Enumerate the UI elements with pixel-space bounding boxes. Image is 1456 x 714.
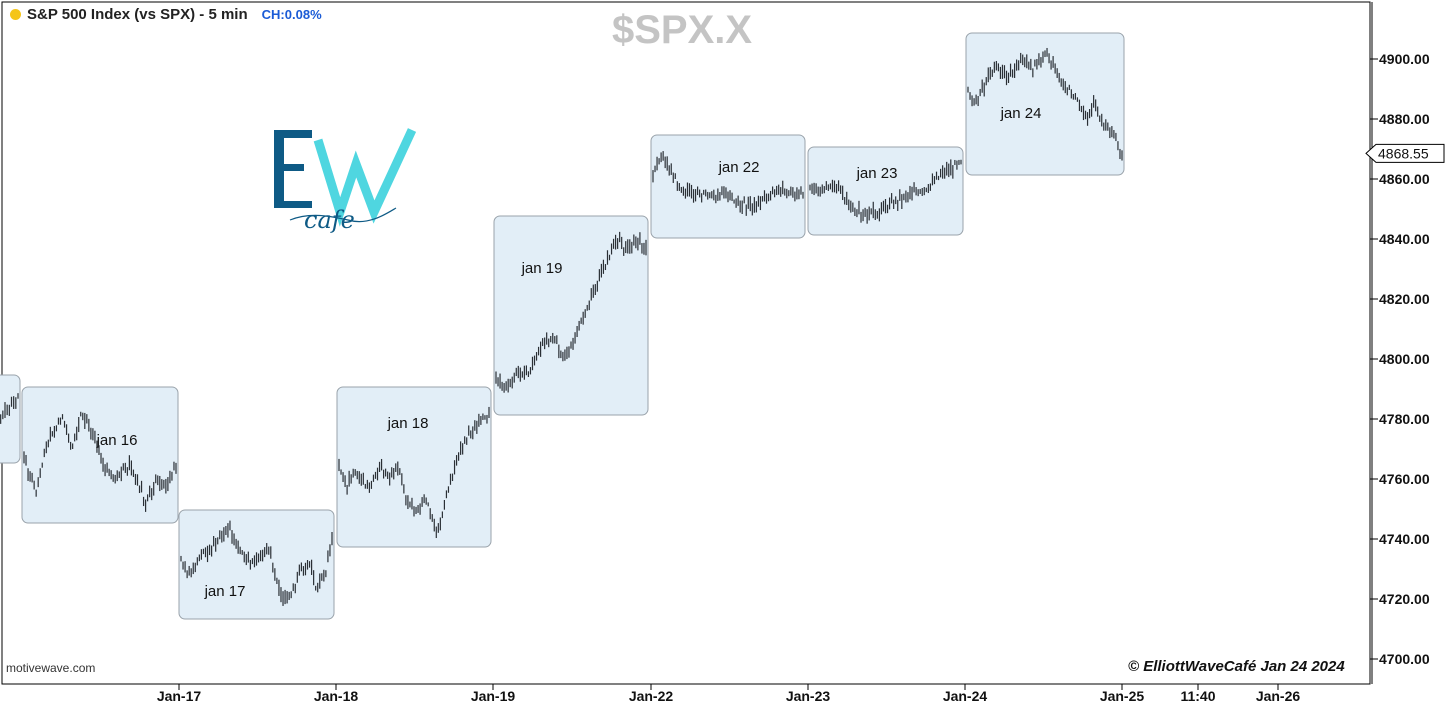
change-readout: CH:0.08% bbox=[261, 7, 322, 22]
y-tick-label: 4800.00 bbox=[1379, 351, 1430, 367]
y-tick-label: 4740.00 bbox=[1379, 531, 1430, 547]
y-tick-label: 4880.00 bbox=[1379, 111, 1430, 127]
session-box bbox=[493, 215, 649, 416]
last-price-marker bbox=[1365, 143, 1445, 163]
y-tick-label: 4860.00 bbox=[1379, 171, 1430, 187]
x-tick-label: 11:40 bbox=[1180, 688, 1215, 704]
x-tick-label: Jan-23 bbox=[786, 688, 831, 704]
y-tick-label: 4720.00 bbox=[1379, 591, 1430, 607]
session-box bbox=[0, 374, 21, 464]
x-tick-label: Jan-25 bbox=[1100, 688, 1145, 704]
chart-header: S&P 500 Index (vs SPX) - 5 min CH:0.08% bbox=[10, 6, 322, 23]
session-label: jan 16 bbox=[96, 432, 138, 449]
symbol-watermark: $SPX.X bbox=[612, 8, 753, 52]
last-price-label: 4868.55 bbox=[1378, 145, 1429, 161]
session-box bbox=[21, 386, 179, 524]
session-label: jan 17 bbox=[204, 583, 246, 600]
x-tick-label: Jan-24 bbox=[943, 688, 988, 704]
x-tick-label: Jan-17 bbox=[157, 688, 202, 704]
x-tick-label: Jan-18 bbox=[314, 688, 359, 704]
chart-title: S&P 500 Index (vs SPX) - 5 min bbox=[27, 6, 248, 23]
x-tick-label: Jan-26 bbox=[1256, 688, 1301, 704]
session-label: jan 23 bbox=[856, 165, 898, 182]
y-tick-label: 4700.00 bbox=[1379, 651, 1430, 667]
session-box bbox=[965, 32, 1125, 176]
x-tick-label: Jan-22 bbox=[629, 688, 674, 704]
y-tick-label: 4840.00 bbox=[1379, 231, 1430, 247]
status-dot-icon bbox=[10, 9, 21, 20]
copyright-label: © ElliottWaveCafé Jan 24 2024 bbox=[1128, 658, 1345, 675]
session-box bbox=[650, 134, 806, 239]
session-label: jan 24 bbox=[1000, 105, 1042, 122]
session-label: jan 22 bbox=[718, 159, 760, 176]
source-label: motivewave.com bbox=[6, 661, 96, 675]
x-tick-label: Jan-19 bbox=[471, 688, 516, 704]
y-tick-label: 4820.00 bbox=[1379, 291, 1430, 307]
svg-text:cafe: cafe bbox=[304, 206, 355, 234]
y-tick-label: 4780.00 bbox=[1379, 411, 1430, 427]
session-box bbox=[336, 386, 492, 548]
session-box bbox=[807, 146, 964, 236]
session-label: jan 19 bbox=[521, 260, 563, 277]
y-tick-label: 4760.00 bbox=[1379, 471, 1430, 487]
session-label: jan 18 bbox=[387, 415, 429, 432]
plot-border bbox=[1, 1, 1371, 685]
ew-cafe-logo: cafe bbox=[274, 128, 417, 234]
y-tick-label: 4900.00 bbox=[1379, 51, 1430, 67]
